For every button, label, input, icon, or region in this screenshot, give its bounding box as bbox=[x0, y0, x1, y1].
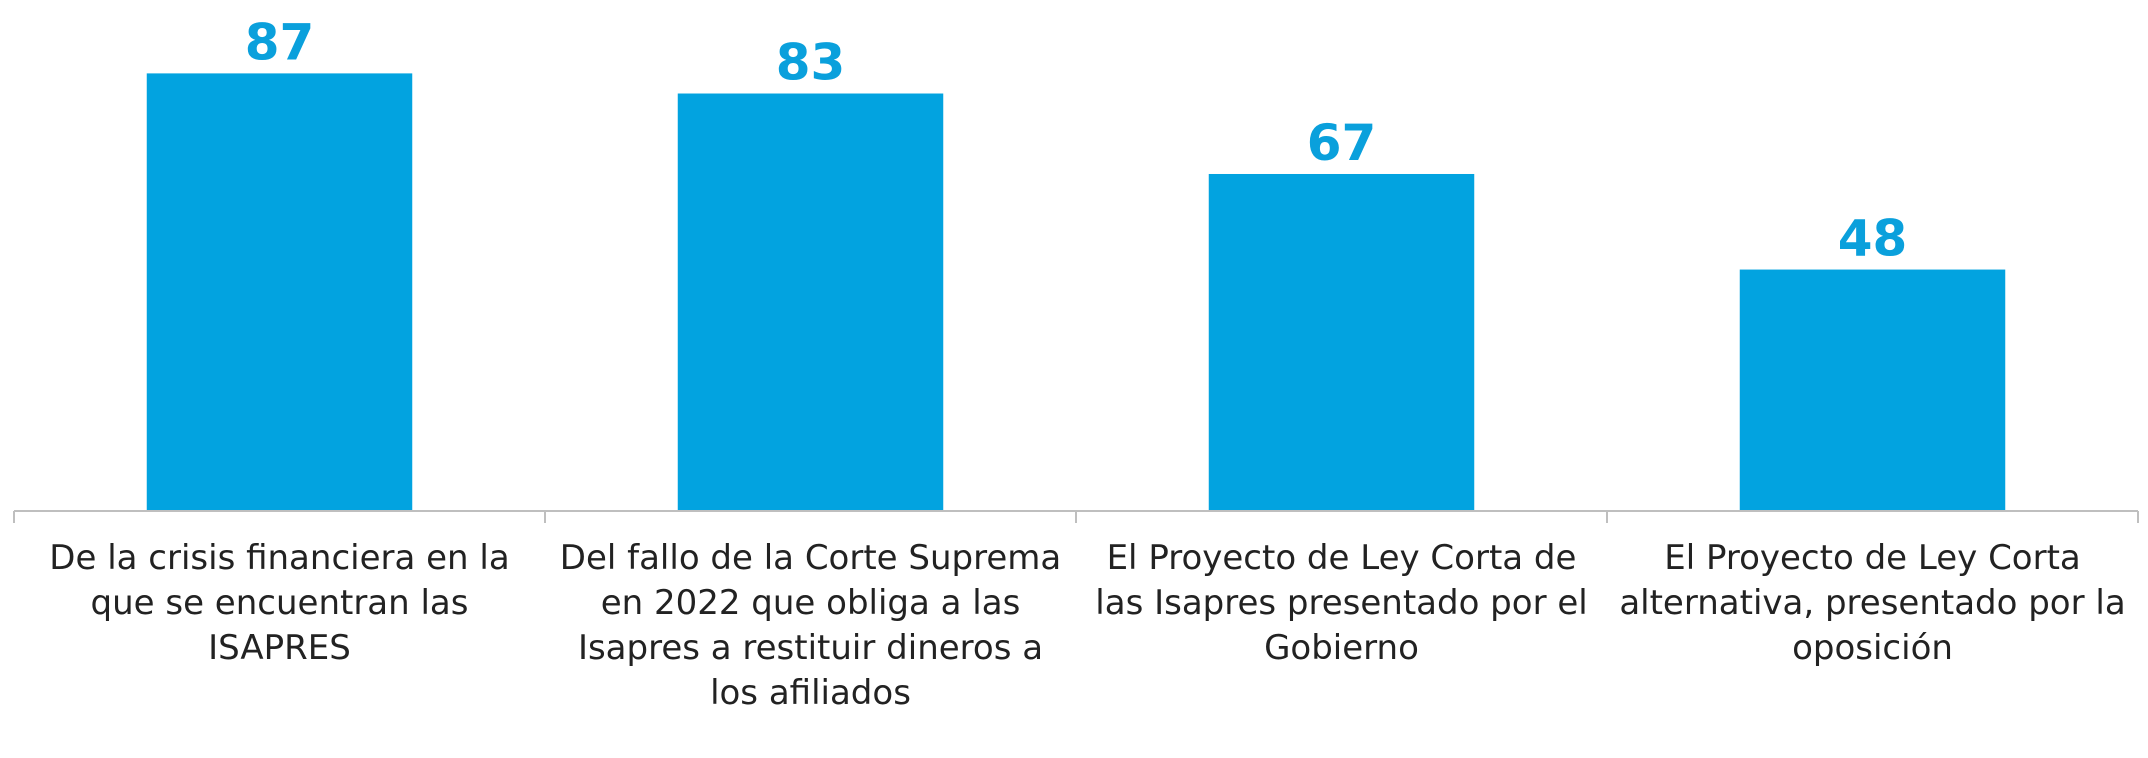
value-label: 48 bbox=[1838, 210, 1908, 268]
bar bbox=[1739, 269, 2006, 511]
bar bbox=[146, 73, 413, 511]
value-label: 67 bbox=[1307, 114, 1377, 172]
x-tick-label: De la crisis financiera en la que se enc… bbox=[49, 538, 510, 668]
x-tick-label: Del fallo de la Corte Suprema en 2022 qu… bbox=[559, 538, 1062, 713]
bar bbox=[677, 93, 944, 511]
bar bbox=[1208, 173, 1475, 512]
x-tick-label: El Proyecto de Ley Corta de las Isapres … bbox=[1095, 538, 1588, 668]
x-tick-label: El Proyecto de Ley Corta alternativa, pr… bbox=[1619, 538, 2126, 668]
value-label: 87 bbox=[245, 13, 315, 71]
value-label: 83 bbox=[776, 34, 846, 92]
